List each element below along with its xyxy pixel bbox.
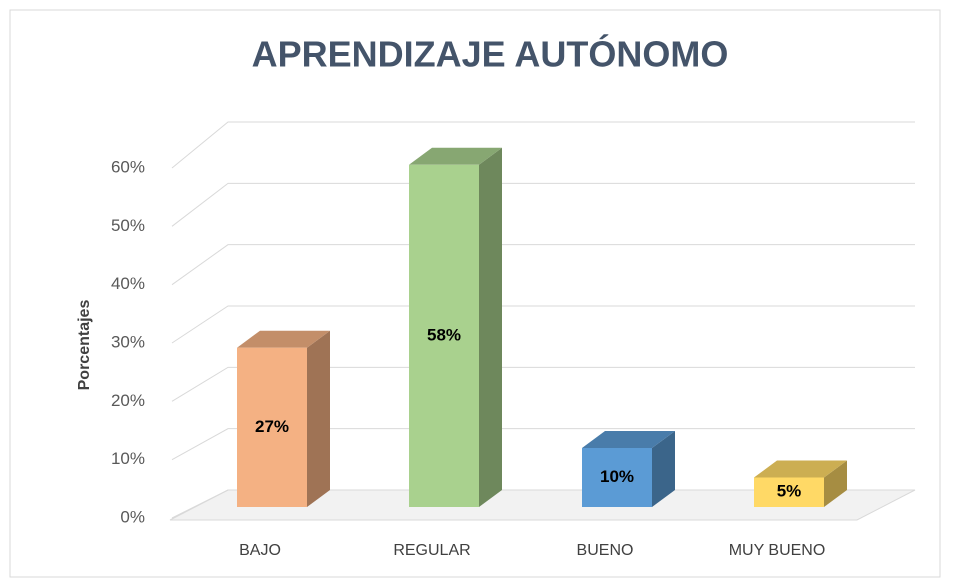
- x-tick-label: REGULAR: [393, 542, 470, 559]
- data-label: 5%: [777, 482, 802, 501]
- chart-title: APRENDIZAJE AUTÓNOMO: [252, 33, 729, 75]
- data-label: 10%: [600, 467, 634, 486]
- x-tick-label: BAJO: [239, 542, 281, 559]
- y-tick-label: 50%: [111, 216, 145, 235]
- grid-line: [171, 182, 915, 227]
- y-tick-label: 0%: [120, 507, 145, 526]
- bar-top: [237, 330, 330, 348]
- bar-side: [652, 431, 675, 507]
- y-axis-label: Porcentajes: [76, 300, 93, 391]
- bar-side: [307, 330, 330, 507]
- grid-line: [171, 428, 915, 461]
- data-label: 27%: [255, 417, 289, 436]
- bar: [754, 477, 824, 507]
- y-tick-label: 30%: [111, 332, 145, 351]
- grid-line: [171, 305, 915, 344]
- bar-top: [754, 460, 847, 478]
- bar-top: [582, 431, 675, 448]
- grid-line: [171, 489, 915, 519]
- bar: [237, 347, 307, 507]
- data-label: 58%: [427, 325, 461, 344]
- grid-line: [171, 244, 915, 286]
- x-tick-label: MUY BUENO: [729, 542, 826, 559]
- y-tick-label: 10%: [111, 449, 145, 468]
- bar: [409, 164, 479, 508]
- y-tick-label: 40%: [111, 274, 145, 293]
- bar-side: [479, 147, 502, 508]
- grid-line: [171, 121, 915, 169]
- grid-line: [171, 366, 915, 402]
- y-tick-label: 60%: [111, 157, 145, 176]
- bar: [582, 448, 652, 507]
- x-tick-label: BUENO: [577, 542, 634, 559]
- bar-top: [409, 147, 502, 165]
- y-tick-label: 20%: [111, 391, 145, 410]
- bar-side: [824, 460, 847, 507]
